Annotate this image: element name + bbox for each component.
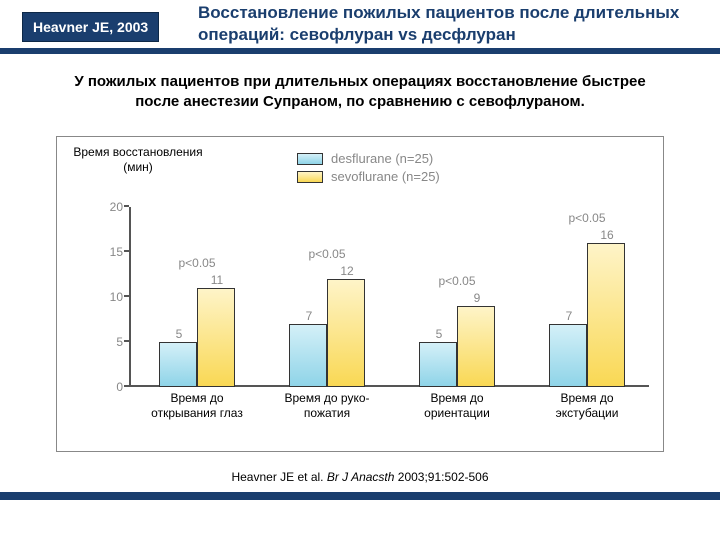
legend-item-sevoflurane: sevoflurane (n=25) — [297, 169, 440, 184]
page-title-text: Восстановление пожилых пациентов после д… — [198, 3, 679, 44]
y-tick-mark — [124, 205, 129, 207]
chart-frame: Время восстановления (мин) desflurane (n… — [56, 136, 664, 452]
bar-value: 5 — [420, 327, 458, 343]
y-tick-label: 5 — [101, 335, 123, 349]
subtitle-text: У пожилых пациентов при длительных опера… — [74, 73, 645, 110]
y-tick-label: 15 — [101, 245, 123, 259]
category-label: Время до открывания глаз — [147, 391, 247, 421]
plot-area: 05101520511p<0.05712p<0.0559p<0.05716p<0… — [129, 207, 649, 387]
bar-sevoflurane: 11 — [197, 288, 235, 387]
bar-desflurane: 7 — [289, 324, 327, 387]
subtitle: У пожилых пациентов при длительных опера… — [60, 72, 660, 111]
page-title: Восстановление пожилых пациентов после д… — [198, 2, 698, 46]
y-tick-label: 10 — [101, 290, 123, 304]
legend-label-sevoflurane: sevoflurane (n=25) — [331, 169, 440, 184]
y-tick-label: 0 — [101, 380, 123, 394]
y-axis-label: Время восстановления (мин) — [73, 145, 203, 175]
y-tick-mark — [124, 340, 129, 342]
bar-value: 9 — [458, 291, 496, 307]
footer-band — [0, 492, 720, 500]
legend: desflurane (n=25) sevoflurane (n=25) — [297, 151, 440, 187]
y-tick-mark — [124, 250, 129, 252]
bar-value: 7 — [290, 309, 328, 325]
legend-item-desflurane: desflurane (n=25) — [297, 151, 440, 166]
bar-sevoflurane: 16 — [587, 243, 625, 387]
legend-swatch-desflurane — [297, 153, 323, 165]
y-axis-label-text: Время восстановления (мин) — [73, 145, 202, 174]
bar-value: 5 — [160, 327, 198, 343]
citation-badge: Heavner JE, 2003 — [22, 12, 159, 42]
bar-value: 7 — [550, 309, 588, 325]
bar-sevoflurane: 9 — [457, 306, 495, 387]
p-value-label: p<0.05 — [155, 256, 239, 270]
category-label: Время до экстубации — [537, 391, 637, 421]
bar-value: 12 — [328, 264, 366, 280]
bar-value: 16 — [588, 228, 626, 244]
p-value-label: p<0.05 — [285, 247, 369, 261]
legend-swatch-sevoflurane — [297, 171, 323, 183]
y-tick-mark — [124, 385, 129, 387]
y-tick-mark — [124, 295, 129, 297]
bar-desflurane: 7 — [549, 324, 587, 387]
category-label: Время до руко-пожатия — [277, 391, 377, 421]
y-tick-label: 20 — [101, 200, 123, 214]
p-value-label: p<0.05 — [415, 274, 499, 288]
bar-value: 11 — [198, 273, 236, 289]
footer-citation: Heavner JE et al. Br J Anacsth 2003;91:5… — [0, 470, 720, 484]
legend-label-desflurane: desflurane (n=25) — [331, 151, 433, 166]
bar-desflurane: 5 — [159, 342, 197, 387]
header-band — [0, 48, 720, 54]
citation-badge-text: Heavner JE, 2003 — [33, 19, 148, 35]
p-value-label: p<0.05 — [545, 211, 629, 225]
y-axis — [129, 207, 131, 387]
bar-desflurane: 5 — [419, 342, 457, 387]
footer-citation-journal: Br J Anacsth — [327, 470, 395, 484]
category-label: Время до ориентации — [407, 391, 507, 421]
footer-citation-rest: 2003;91:502-506 — [398, 470, 489, 484]
bar-sevoflurane: 12 — [327, 279, 365, 387]
footer-citation-author: Heavner JE et al. — [231, 470, 326, 484]
